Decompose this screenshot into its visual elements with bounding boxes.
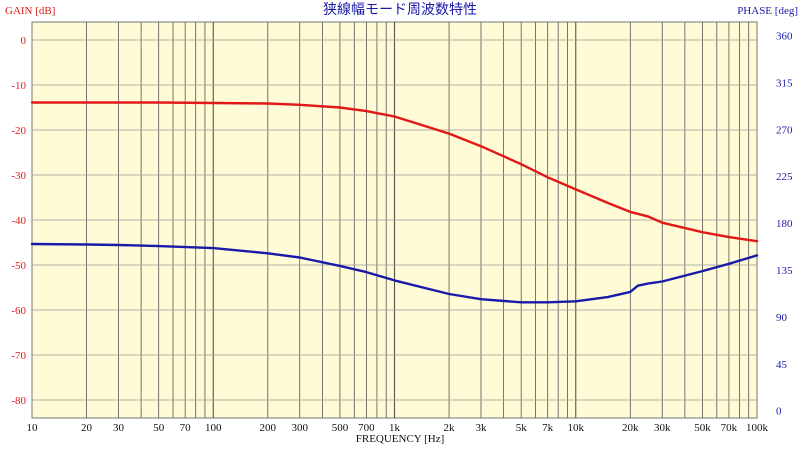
y-left-tick-label: -30 (11, 170, 26, 182)
x-tick-label: 300 (291, 422, 308, 434)
x-tick-label: 700 (358, 422, 375, 434)
x-tick-label: 3k (475, 422, 487, 434)
x-tick-label: 50k (694, 422, 711, 434)
x-tick-label: 10 (27, 422, 39, 434)
x-tick-label: 100k (746, 422, 769, 434)
x-tick-label: 20 (81, 422, 93, 434)
x-tick-label: 20k (622, 422, 639, 434)
x-tick-label: 2k (444, 422, 456, 434)
y-left-tick-label: -20 (11, 125, 26, 137)
y-right-tick-label: 360 (776, 31, 793, 43)
series-line-2 (30, 242, 759, 304)
y-left-tick-label: -70 (11, 350, 26, 362)
series-line-1 (30, 101, 759, 243)
x-tick-label: 30k (654, 422, 671, 434)
y-right-tick-label: 0 (776, 406, 782, 418)
y-axis-left-label: GAIN [dB] (5, 5, 55, 17)
x-tick-label: 10k (568, 422, 585, 434)
y-right-tick-label: 180 (776, 218, 793, 230)
x-tick-label: 200 (260, 422, 277, 434)
y-left-tick-label: -50 (11, 260, 26, 272)
y-right-tick-label: 135 (776, 265, 793, 277)
x-tick-label: 500 (332, 422, 349, 434)
x-axis-label: FREQUENCY [Hz] (356, 433, 445, 445)
x-tick-label: 70 (180, 422, 192, 434)
x-tick-label: 100 (205, 422, 222, 434)
y-left-tick-label: -40 (11, 215, 26, 227)
y-left-tick-label: -80 (11, 395, 26, 407)
y-left-tick-label: -60 (11, 305, 26, 317)
y-right-tick-label: 270 (776, 124, 793, 136)
y-axis-right-label: PHASE [deg] (737, 5, 798, 17)
y-right-tick-label: 315 (776, 77, 793, 89)
y-left-tick-label: -10 (11, 80, 26, 92)
x-tick-label: 1k (389, 422, 401, 434)
y-right-tick-label: 225 (776, 171, 793, 183)
x-tick-label: 5k (516, 422, 528, 434)
data-series (30, 101, 759, 304)
x-tick-label: 7k (542, 422, 554, 434)
chart-title: 狭線幅モード周波数特性 (323, 2, 477, 18)
tick-labels: 10 20 30 50 70 100 200 300 500 700 1k 2k 3k 5k 7k 10k 20… (11, 31, 793, 434)
y-left-tick-label: 0 (21, 35, 27, 47)
x-tick-label: 70k (721, 422, 738, 434)
grid-lines (32, 22, 757, 418)
y-right-tick-label: 45 (776, 359, 788, 371)
x-tick-label: 30 (113, 422, 125, 434)
x-tick-label: 50 (153, 422, 165, 434)
y-right-tick-label: 90 (776, 312, 788, 324)
